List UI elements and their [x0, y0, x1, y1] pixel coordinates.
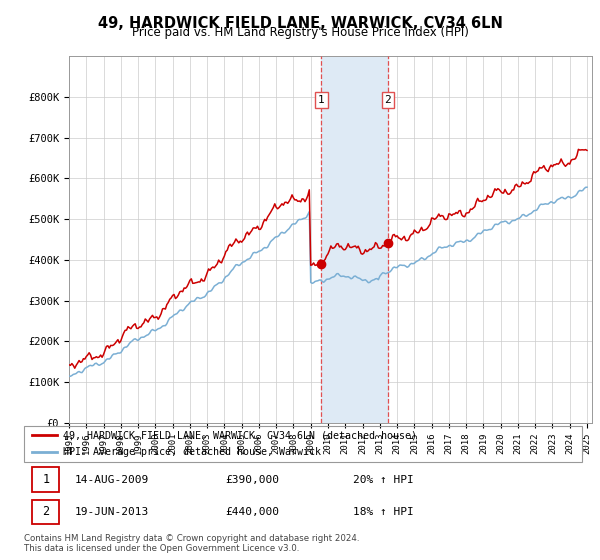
- FancyBboxPatch shape: [32, 500, 59, 524]
- Text: £390,000: £390,000: [225, 475, 279, 484]
- Text: 14-AUG-2009: 14-AUG-2009: [74, 475, 148, 484]
- Text: 49, HARDWICK FIELD LANE, WARWICK, CV34 6LN (detached house): 49, HARDWICK FIELD LANE, WARWICK, CV34 6…: [63, 431, 417, 440]
- Text: Price paid vs. HM Land Registry's House Price Index (HPI): Price paid vs. HM Land Registry's House …: [131, 26, 469, 39]
- Text: 18% ↑ HPI: 18% ↑ HPI: [353, 507, 414, 517]
- Text: Contains HM Land Registry data © Crown copyright and database right 2024.
This d: Contains HM Land Registry data © Crown c…: [24, 534, 359, 553]
- Bar: [322, 56, 388, 423]
- Text: 2: 2: [385, 95, 391, 105]
- Text: 19-JUN-2013: 19-JUN-2013: [74, 507, 148, 517]
- FancyBboxPatch shape: [32, 468, 59, 492]
- Text: 1: 1: [318, 95, 325, 105]
- Text: 20% ↑ HPI: 20% ↑ HPI: [353, 475, 414, 484]
- Text: 49, HARDWICK FIELD LANE, WARWICK, CV34 6LN: 49, HARDWICK FIELD LANE, WARWICK, CV34 6…: [98, 16, 502, 31]
- Text: 1: 1: [42, 473, 49, 486]
- Text: £440,000: £440,000: [225, 507, 279, 517]
- Text: 2: 2: [42, 505, 49, 519]
- Text: HPI: Average price, detached house, Warwick: HPI: Average price, detached house, Warw…: [63, 447, 321, 457]
